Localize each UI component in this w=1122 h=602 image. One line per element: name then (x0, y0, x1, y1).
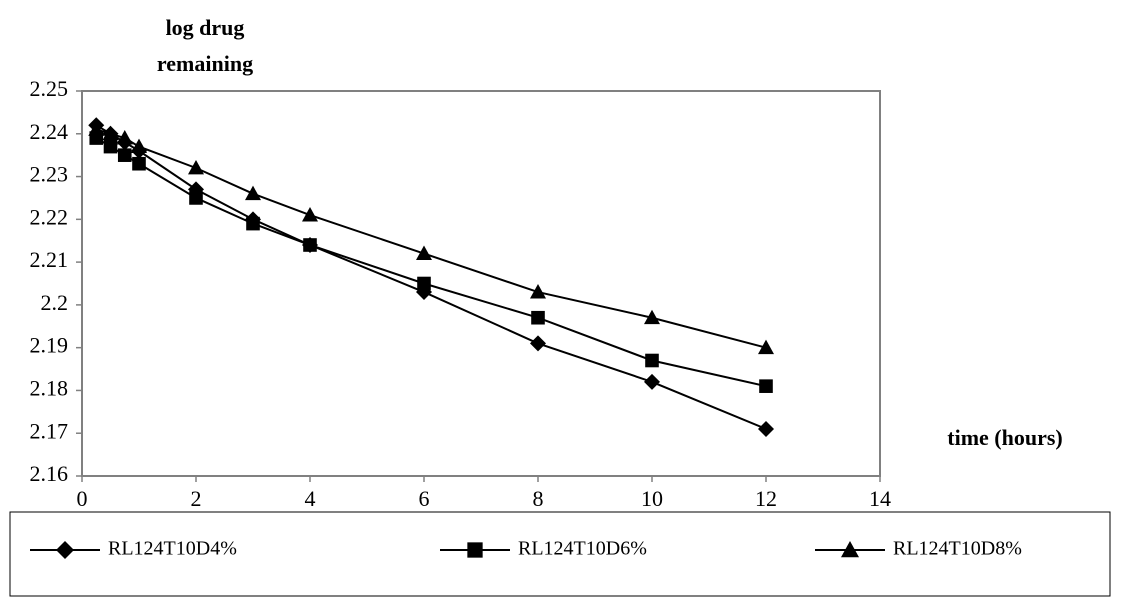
legend-label: RL124T10D8% (893, 538, 1022, 560)
data-point (245, 185, 261, 201)
data-point (188, 160, 204, 175)
data-point (103, 139, 118, 154)
legend-label: RL124T10D4% (108, 538, 237, 560)
data-point (132, 156, 146, 171)
legend-label: RL124T10D6% (518, 538, 647, 560)
x-tick-label: 14 (869, 486, 891, 511)
y-tick-label: 2.18 (30, 375, 69, 400)
y-tick-label: 2.2 (41, 290, 69, 315)
y-tick-label: 2.16 (30, 461, 69, 486)
data-point (758, 339, 774, 355)
y-axis-label: log drug (166, 15, 245, 40)
legend (9, 511, 1111, 597)
data-point (530, 284, 546, 299)
data-point (88, 121, 105, 136)
data-point (302, 207, 318, 222)
data-point (189, 191, 203, 205)
y-tick-label: 2.17 (30, 418, 69, 443)
x-tick-label: 8 (533, 486, 544, 511)
y-tick-label: 2.19 (30, 333, 69, 358)
x-tick-label: 10 (641, 486, 663, 511)
y-tick-label: 2.21 (30, 247, 69, 272)
data-point (531, 310, 545, 325)
series-line (95, 137, 767, 388)
data-point (116, 130, 133, 145)
data-point (644, 309, 660, 325)
data-point (759, 379, 773, 393)
data-point (102, 125, 119, 141)
x-tick-label: 12 (755, 486, 777, 511)
y-tick-label: 2.23 (30, 162, 69, 187)
data-point (416, 245, 432, 260)
y-tick-label: 2.22 (30, 204, 69, 229)
data-point (131, 138, 147, 154)
x-axis-label: time (hours) (947, 425, 1062, 450)
data-point (303, 238, 317, 252)
plot-area (81, 90, 881, 477)
y-axis-label: remaining (157, 51, 253, 76)
legend-marker (56, 541, 74, 559)
y-tick-label: 2.24 (30, 119, 69, 144)
data-point (417, 276, 431, 291)
x-tick-label: 2 (191, 486, 202, 511)
x-tick-label: 0 (77, 486, 88, 511)
x-tick-label: 4 (305, 486, 316, 511)
data-point (117, 148, 132, 162)
data-point (246, 216, 260, 231)
legend-marker (467, 542, 483, 558)
data-point (530, 335, 546, 352)
data-point (758, 420, 774, 437)
y-tick-label: 2.25 (30, 76, 69, 101)
legend-marker (841, 541, 859, 558)
data-point (645, 353, 659, 368)
data-point (644, 373, 660, 390)
x-tick-label: 6 (419, 486, 430, 511)
